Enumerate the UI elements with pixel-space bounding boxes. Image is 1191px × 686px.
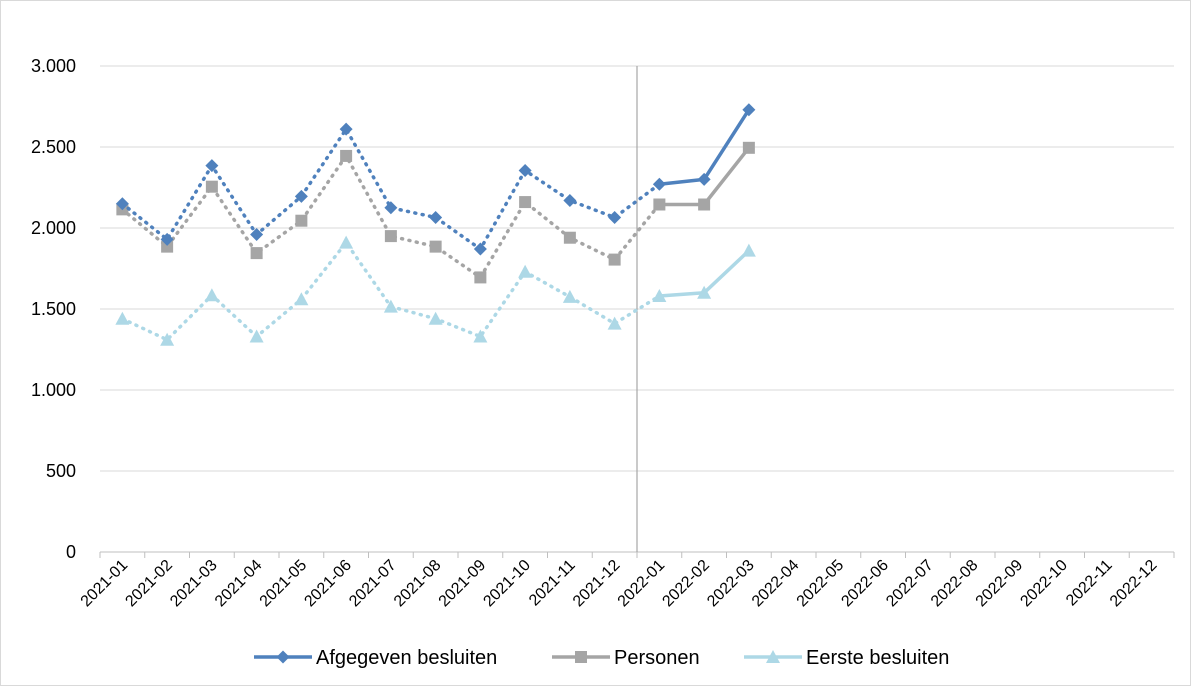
y-tick-label: 500 (46, 461, 76, 481)
data-point-marker (473, 242, 487, 256)
data-point-marker (473, 329, 488, 343)
data-point-marker (563, 231, 576, 244)
data-point-marker (608, 210, 622, 224)
legend-label: Eerste besluiten (806, 647, 949, 669)
legend-item: Afgegeven besluiten (254, 647, 497, 669)
data-point-marker (249, 329, 264, 343)
y-axis-tick-labels: 0 500 1.000 1.500 2.000 2.500 3.000 (31, 56, 76, 562)
data-point-marker (205, 159, 219, 173)
data-point-marker (204, 288, 219, 302)
axes (99, 66, 1175, 558)
y-tick-label: 2.500 (31, 137, 76, 157)
data-point-marker (518, 163, 532, 177)
data-point-marker (115, 197, 129, 211)
series (115, 103, 756, 346)
data-point-marker (339, 122, 353, 136)
data-point-marker (653, 198, 666, 211)
data-point-marker (384, 201, 398, 215)
data-point-marker (294, 189, 308, 203)
data-point-marker (384, 230, 397, 243)
data-point-marker (161, 240, 174, 253)
legend-marker (766, 650, 780, 663)
data-point-marker (518, 264, 533, 278)
series-afgegeven-besluiten (115, 103, 756, 256)
legend: Afgegeven besluiten Personen Eerste beslui… (254, 647, 949, 669)
data-point-marker (474, 271, 487, 284)
data-point-marker (652, 289, 667, 303)
y-tick-label: 2.000 (31, 218, 76, 238)
data-point-marker (429, 240, 442, 253)
data-point-marker (250, 247, 263, 260)
data-point-marker (340, 149, 353, 162)
data-point-marker (160, 332, 175, 346)
y-tick-label: 1.000 (31, 380, 76, 400)
data-point-marker (205, 180, 218, 193)
legend-item: Eerste besluiten (744, 647, 949, 669)
data-point-marker (697, 285, 712, 299)
data-point-marker (519, 196, 532, 209)
data-point-marker (607, 316, 622, 330)
legend-label: Afgegeven besluiten (316, 647, 497, 669)
data-point-marker (428, 311, 443, 325)
data-point-marker (295, 214, 308, 227)
data-point-marker (608, 253, 621, 266)
y-tick-label: 0 (66, 542, 76, 562)
legend-item: Personen (552, 647, 700, 669)
data-point-marker (339, 235, 354, 249)
data-point-marker (742, 103, 756, 117)
data-point-marker (742, 141, 755, 154)
data-point-marker (652, 177, 666, 191)
legend-marker (575, 651, 587, 663)
data-point-marker (250, 227, 264, 241)
data-point-marker (429, 210, 443, 224)
data-point-marker (383, 299, 398, 313)
data-point-marker (697, 172, 711, 186)
data-point-marker (563, 193, 577, 207)
data-point-marker (562, 289, 577, 303)
data-point-marker (741, 243, 756, 257)
series-eerste-besluiten (115, 235, 756, 346)
data-point-marker (115, 311, 130, 325)
legend-label: Personen (614, 647, 700, 669)
data-point-marker (160, 232, 174, 246)
data-point-marker (698, 198, 711, 211)
y-tick-label: 3.000 (31, 56, 76, 76)
data-point-marker (294, 292, 309, 306)
legend-marker (276, 650, 290, 664)
y-tick-label: 1.500 (31, 299, 76, 319)
